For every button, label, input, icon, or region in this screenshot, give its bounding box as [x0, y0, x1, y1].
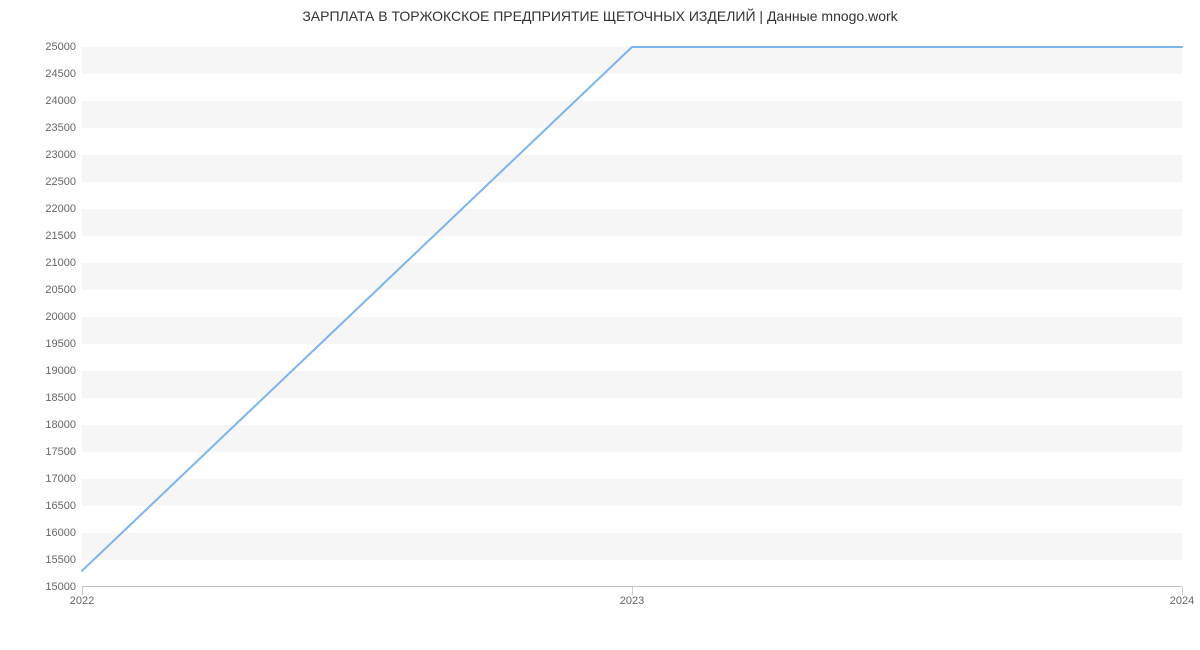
y-tick-label: 16000 [45, 527, 76, 539]
y-tick-label: 20500 [45, 284, 76, 296]
y-tick-label: 16500 [45, 500, 76, 512]
x-tick-label: 2022 [70, 595, 94, 607]
salary-chart: ЗАРПЛАТА В ТОРЖОКСКОЕ ПРЕДПРИЯТИЕ ЩЕТОЧН… [0, 0, 1200, 650]
y-tick-label: 21500 [45, 230, 76, 242]
y-tick-label: 19500 [45, 338, 76, 350]
y-tick-label: 19000 [45, 365, 76, 377]
chart-title: ЗАРПЛАТА В ТОРЖОКСКОЕ ПРЕДПРИЯТИЕ ЩЕТОЧН… [0, 8, 1200, 24]
x-tick-mark [82, 587, 83, 595]
y-tick-label: 22000 [45, 203, 76, 215]
y-tick-label: 23000 [45, 149, 76, 161]
y-tick-label: 17000 [45, 473, 76, 485]
y-tick-label: 22500 [45, 176, 76, 188]
y-tick-label: 21000 [45, 257, 76, 269]
y-tick-label: 25000 [45, 41, 76, 53]
y-tick-label: 15500 [45, 554, 76, 566]
x-tick-mark [1182, 587, 1183, 595]
y-tick-label: 17500 [45, 446, 76, 458]
plot-area: 1500015500160001650017000175001800018500… [82, 47, 1182, 587]
x-tick-label: 2023 [620, 595, 644, 607]
y-tick-label: 24000 [45, 95, 76, 107]
y-tick-label: 18000 [45, 419, 76, 431]
y-tick-label: 23500 [45, 122, 76, 134]
y-tick-label: 15000 [45, 581, 76, 593]
x-tick-mark [632, 587, 633, 595]
y-tick-label: 20000 [45, 311, 76, 323]
x-tick-label: 2024 [1170, 595, 1194, 607]
y-tick-label: 24500 [45, 68, 76, 80]
line-layer [82, 47, 1182, 587]
series-line-salary [82, 47, 1182, 571]
y-tick-label: 18500 [45, 392, 76, 404]
